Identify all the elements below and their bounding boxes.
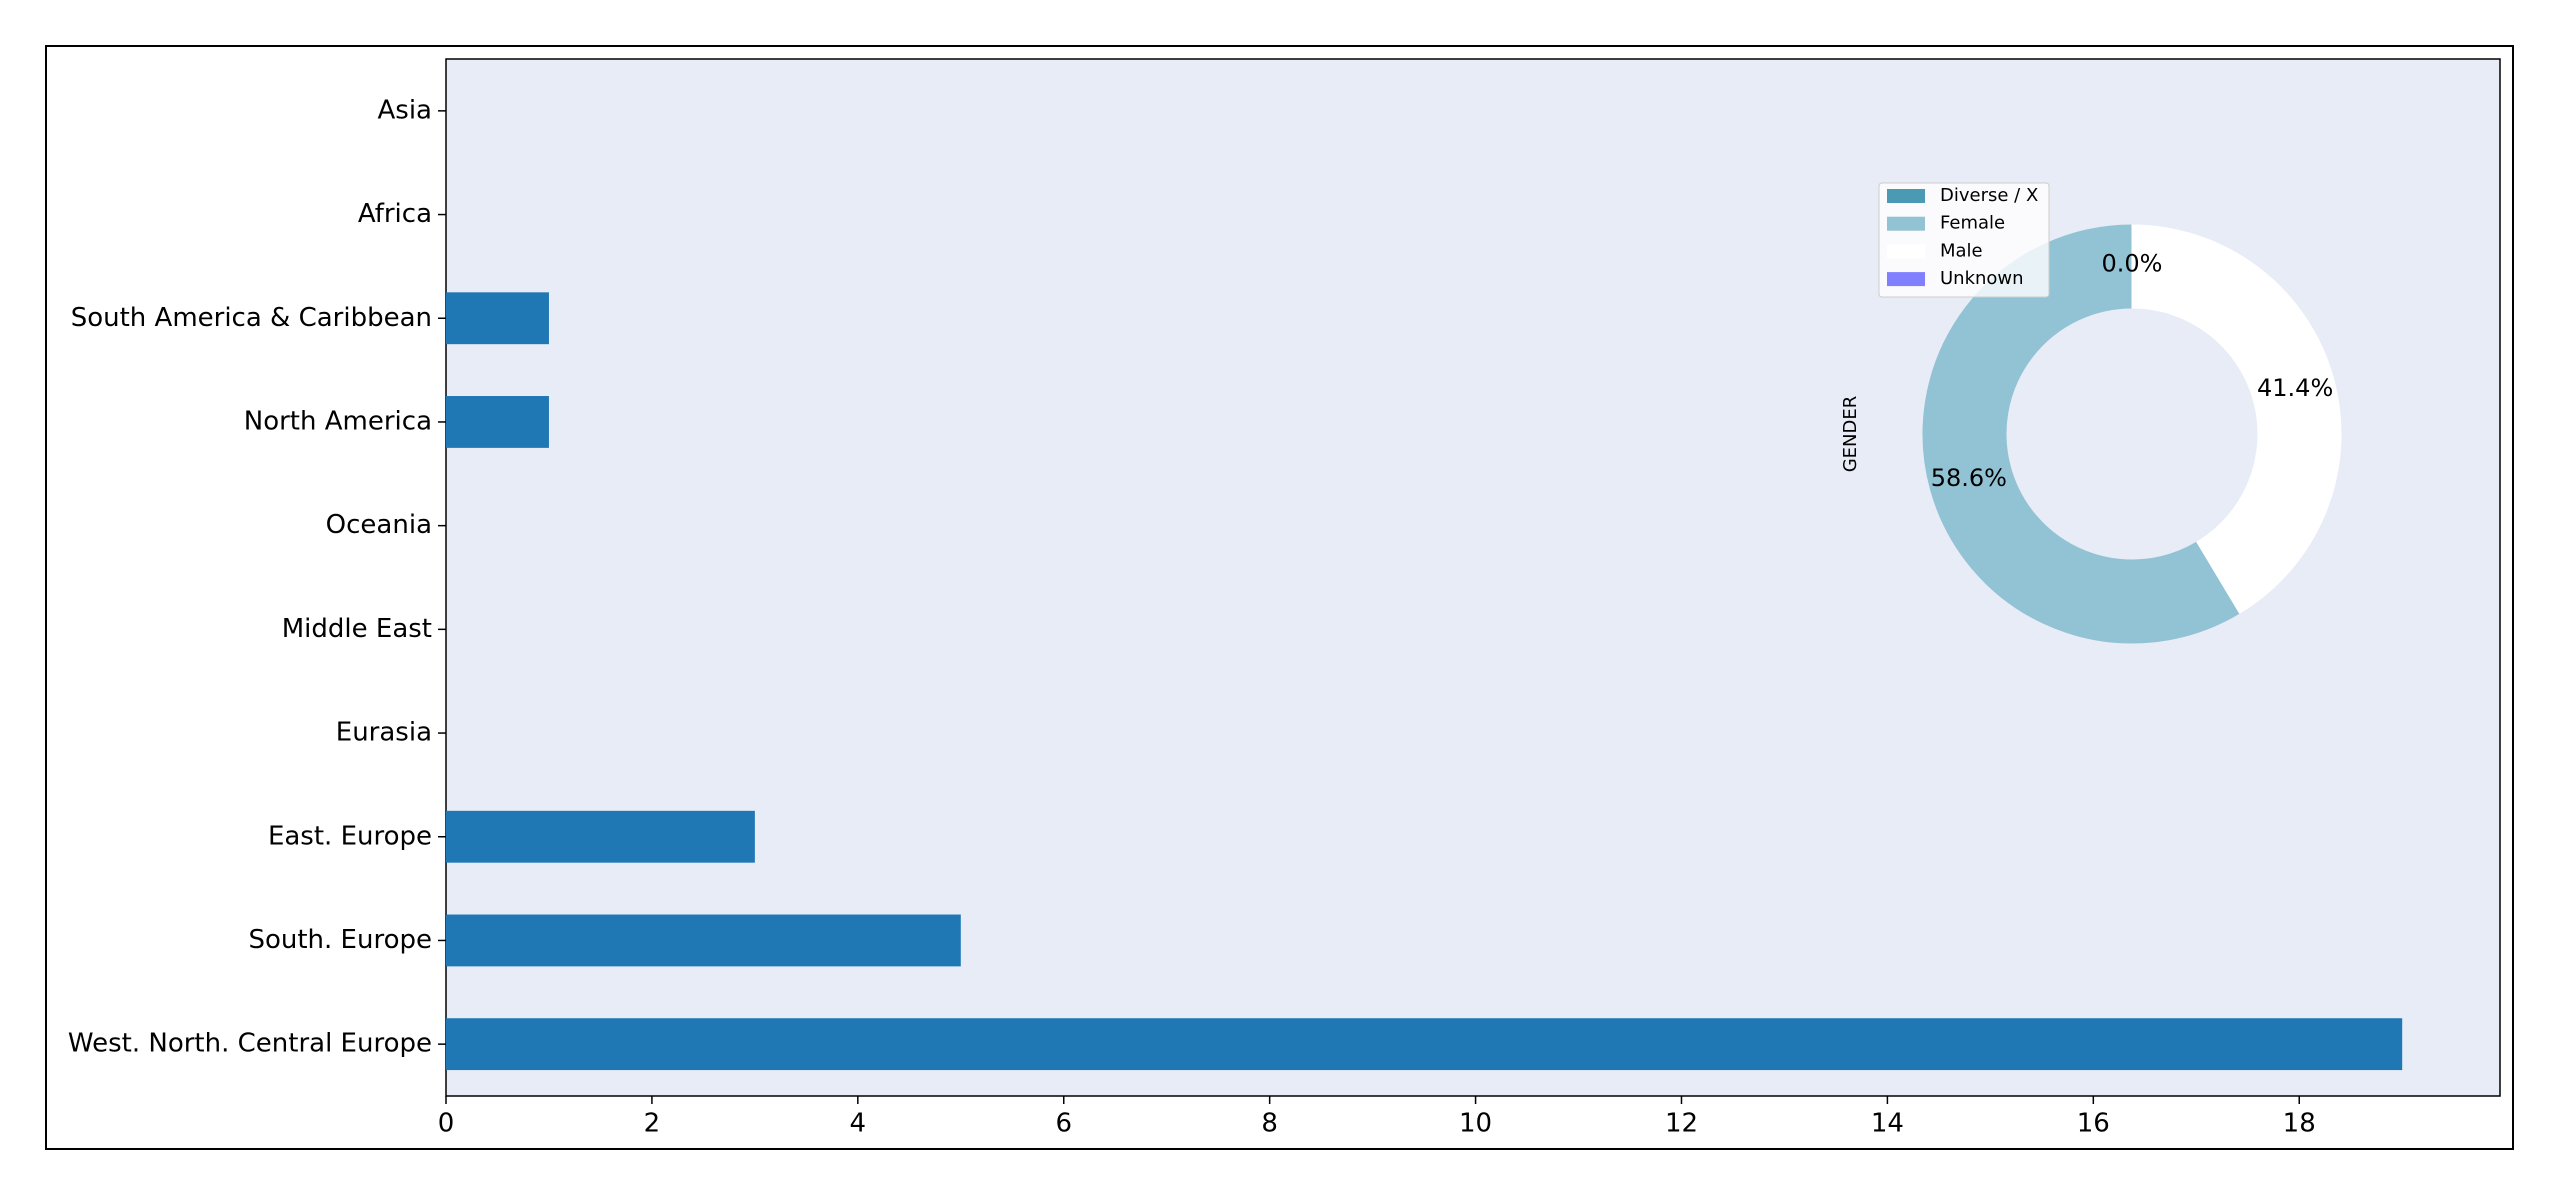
y-tick-label: South. Europe	[248, 925, 432, 955]
bar	[446, 914, 961, 967]
y-tick-label: Eurasia	[336, 718, 432, 748]
y-tick-label: Asia	[378, 95, 433, 125]
x-tick-label: 4	[850, 1109, 867, 1139]
x-tick-label: 10	[1459, 1109, 1492, 1139]
legend-swatch	[1887, 244, 1925, 259]
legend-box	[1878, 182, 2050, 298]
bar	[446, 292, 549, 345]
legend-label: Unknown	[1940, 268, 2024, 289]
legend-swatch	[1887, 272, 1925, 287]
x-tick-label: 12	[1665, 1109, 1698, 1139]
legend-swatch	[1887, 216, 1925, 231]
bar	[446, 1018, 2403, 1071]
pie-value-label: 0.0%	[2102, 250, 2163, 278]
y-tick-label: Oceania	[326, 510, 432, 540]
x-tick-label: 6	[1055, 1109, 1072, 1139]
legend-swatch	[1887, 189, 1925, 203]
bar	[446, 810, 755, 863]
pie-value-label: 58.6%	[1931, 464, 2007, 492]
x-tick-label: 0	[438, 1109, 455, 1139]
x-tick-label: 14	[1871, 1109, 1904, 1139]
y-tick-label: Africa	[358, 199, 432, 229]
y-tick-label: Middle East	[282, 614, 432, 644]
x-tick-label: 2	[644, 1109, 661, 1139]
pie-wedge	[2131, 224, 2342, 614]
bar	[446, 396, 549, 448]
legend-label: Female	[1940, 213, 2005, 234]
pie-ylabel: GENDER	[1840, 396, 1861, 473]
x-tick-label: 16	[2077, 1109, 2110, 1139]
y-tick-label: South America & Caribbean	[71, 303, 432, 333]
legend-label: Diverse / X	[1940, 185, 2038, 206]
y-tick-label: East. Europe	[268, 821, 432, 851]
legend-label: Male	[1940, 240, 1983, 261]
y-tick-label: West. North. Central Europe	[68, 1029, 432, 1059]
pie-value-label: 41.4%	[2257, 374, 2333, 402]
pie-wedge	[1922, 224, 2241, 644]
x-tick-label: 18	[2283, 1109, 2316, 1139]
y-tick-label: North America	[244, 406, 432, 436]
x-tick-label: 8	[1261, 1109, 1278, 1139]
